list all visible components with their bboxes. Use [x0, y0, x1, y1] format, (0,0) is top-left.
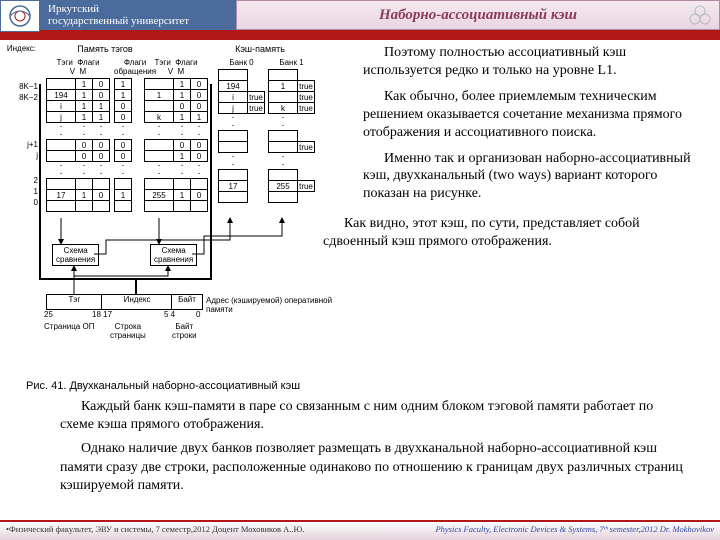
- paragraph: Поэтому полностью ассоциативный кэш испо…: [363, 44, 704, 80]
- slide-title: Наборно-ассоциативный кэш: [379, 7, 577, 24]
- diagram-area: Память тэговКэш-памятьИндекс:8K−18K−2j+1…: [6, 44, 351, 394]
- footer-ru: •Физический факультет, ЭВУ и системы, 7 …: [6, 524, 304, 540]
- paragraph: Как обычно, более приемлемым техническим…: [363, 88, 704, 142]
- uni-line1: Иркутский: [48, 3, 228, 15]
- footer-en: Physics Faculty, Electronic Devices & Sy…: [435, 524, 714, 540]
- paragraph: Однако наличие двух банков позволяет раз…: [60, 440, 690, 495]
- slide-title-bar: Наборно-ассоциативный кэш: [236, 0, 720, 30]
- top-bar: Иркутский государственный университет На…: [0, 0, 720, 30]
- paragraph: Каждый банк кэш-памяти в паре со связанн…: [60, 398, 690, 434]
- university-logo: [0, 0, 40, 32]
- paragraph: Как видно, этот кэш, по сути, представля…: [323, 215, 704, 251]
- paragraph: Именно так и организован наборно-ассоциа…: [363, 150, 704, 204]
- lower-text: Каждый банк кэш-памяти в паре со связанн…: [0, 394, 720, 495]
- figure-caption: Рис. 41. Двухканальный наборно-ассоциати…: [26, 380, 351, 392]
- decoration-icon: [687, 3, 713, 29]
- uni-line2: государственный университет: [48, 15, 228, 27]
- university-name: Иркутский государственный университет: [40, 0, 236, 30]
- red-strip: [0, 30, 720, 40]
- text-column: Поэтому полностью ассоциативный кэш испо…: [351, 44, 704, 394]
- footer: •Физический факультет, ЭВУ и системы, 7 …: [0, 520, 720, 540]
